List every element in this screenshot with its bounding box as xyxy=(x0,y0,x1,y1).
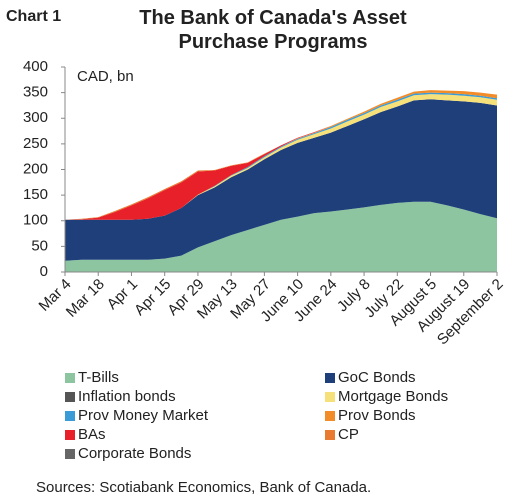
area xyxy=(65,99,497,261)
chart-title: The Bank of Canada's Asset Purchase Prog… xyxy=(139,7,407,53)
legend-swatch xyxy=(325,411,335,421)
x-tick-label: Apr 15 xyxy=(131,276,174,319)
legend-swatch xyxy=(65,449,75,459)
y-tick-label: 50 xyxy=(31,237,48,254)
x-tick-label: Mar 18 xyxy=(63,276,108,321)
legend-label: GoC Bonds xyxy=(338,369,416,386)
legend-label: CP xyxy=(338,426,359,443)
annotation: CAD, bn xyxy=(77,68,134,85)
legend-swatch xyxy=(65,392,75,402)
legend-label: Prov Bonds xyxy=(338,407,416,424)
legend-swatch xyxy=(325,373,335,383)
y-tick-label: 0 xyxy=(40,263,48,280)
area xyxy=(65,201,497,272)
legend-label: T-Bills xyxy=(78,369,119,386)
legend-swatch xyxy=(65,430,75,440)
legend-label: Corporate Bonds xyxy=(78,445,191,462)
legend-label: Inflation bonds xyxy=(78,388,176,405)
y-tick-label: 300 xyxy=(23,109,48,126)
y-tick-label: 250 xyxy=(23,135,48,152)
area xyxy=(65,90,497,220)
y-tick-label: 150 xyxy=(23,186,48,203)
chart-label: Chart 1 xyxy=(6,8,62,25)
legend-swatch xyxy=(325,392,335,402)
legend-label: Mortgage Bonds xyxy=(338,388,448,405)
y-tick-label: 350 xyxy=(23,84,48,101)
legend-label: Prov Money Market xyxy=(78,407,209,424)
y-tick-label: 100 xyxy=(23,212,48,229)
y-tick-label: 400 xyxy=(23,58,48,75)
y-tick-label: 200 xyxy=(23,160,48,177)
legend-label: BAs xyxy=(78,426,106,443)
legend-swatch xyxy=(65,411,75,421)
legend-swatch xyxy=(325,430,335,440)
legend-swatch xyxy=(65,373,75,383)
source: Sources: Scotiabank Economics, Bank of C… xyxy=(36,479,371,496)
